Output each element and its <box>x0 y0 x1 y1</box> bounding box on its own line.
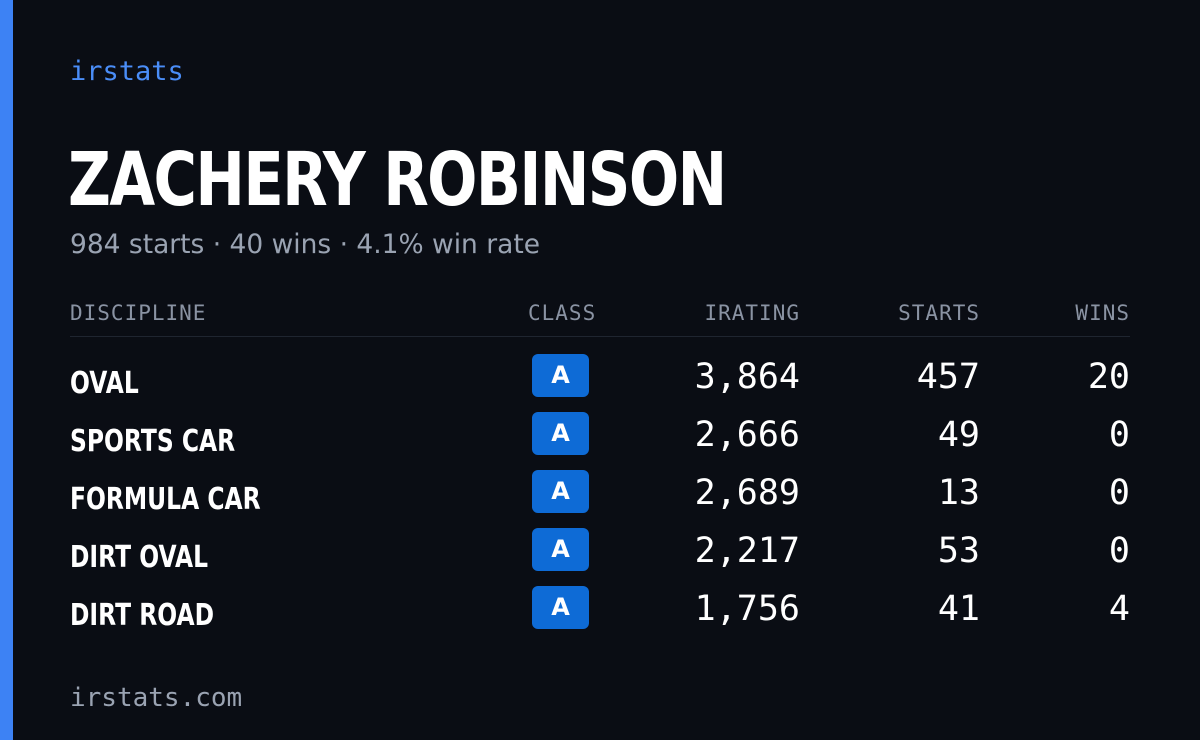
stats-table-body: OVAL A 3,864 457 20 SPORTS CAR A 2,666 4… <box>70 350 1130 640</box>
starts-value: 457 <box>916 357 980 397</box>
discipline-name: DIRT OVAL <box>70 540 209 575</box>
table-row: DIRT ROAD A 1,756 41 4 <box>70 582 1130 640</box>
player-name: ZACHERY ROBINSON <box>68 137 727 223</box>
wins-value: 0 <box>1108 473 1130 513</box>
class-badge: A <box>532 528 589 571</box>
class-badge: A <box>532 412 589 455</box>
irating-value: 2,666 <box>694 415 800 455</box>
table-header: DISCIPLINE CLASS IRATING STARTS WINS <box>70 300 1130 337</box>
table-row: DIRT OVAL A 2,217 53 0 <box>70 524 1130 582</box>
discipline-name: OVAL <box>70 366 139 401</box>
header-class: CLASS <box>528 301 597 325</box>
table-row: FORMULA CAR A 2,689 13 0 <box>70 466 1130 524</box>
wins-value: 0 <box>1108 415 1130 455</box>
wins-value: 20 <box>1087 357 1130 397</box>
accent-bar <box>0 0 13 740</box>
starts-value: 41 <box>937 589 980 629</box>
class-badge: A <box>532 470 589 513</box>
table-row: OVAL A 3,864 457 20 <box>70 350 1130 408</box>
discipline-name: DIRT ROAD <box>70 598 215 633</box>
header-starts: STARTS <box>898 301 980 325</box>
starts-value: 53 <box>937 531 980 571</box>
header-discipline: DISCIPLINE <box>70 301 207 325</box>
starts-value: 13 <box>937 473 980 513</box>
irating-value: 3,864 <box>694 357 800 397</box>
class-badge: A <box>532 586 589 629</box>
brand-logo-text: irstats <box>70 56 184 87</box>
irating-value: 2,217 <box>694 531 800 571</box>
irating-value: 2,689 <box>694 473 800 513</box>
discipline-name: FORMULA CAR <box>70 482 261 517</box>
header-irating: IRATING <box>704 301 800 325</box>
player-summary: 984 starts · 40 wins · 4.1% win rate <box>70 229 540 260</box>
footer-url: irstats.com <box>70 683 243 713</box>
irating-value: 1,756 <box>694 589 800 629</box>
discipline-name: SPORTS CAR <box>70 424 236 459</box>
wins-value: 4 <box>1108 589 1130 629</box>
header-wins: WINS <box>1075 301 1130 325</box>
wins-value: 0 <box>1108 531 1130 571</box>
starts-value: 49 <box>937 415 980 455</box>
class-badge: A <box>532 354 589 397</box>
table-row: SPORTS CAR A 2,666 49 0 <box>70 408 1130 466</box>
